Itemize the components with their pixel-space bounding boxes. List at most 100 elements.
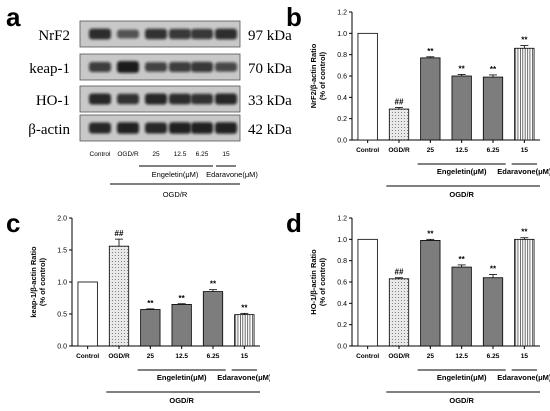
blot-band: [169, 28, 191, 40]
x-tick-label: 25: [147, 353, 155, 360]
blot-band: [89, 122, 111, 134]
bar-25: [140, 309, 161, 347]
protein-name-label: keap-1: [29, 61, 70, 77]
blot-band: [191, 28, 213, 40]
significance-label: **: [521, 228, 528, 237]
blot-band: [145, 62, 167, 72]
y-tick-label: 0.0: [57, 344, 67, 351]
blot-band: [191, 122, 213, 134]
significance-label: **: [459, 64, 466, 73]
x-tick-label: 6.25: [207, 353, 220, 360]
panel-letter-d: d: [286, 208, 302, 238]
blot-band: [215, 28, 237, 40]
significance-label: **: [179, 294, 186, 303]
y-tick-label: 2.0: [57, 216, 67, 223]
x-tick-label: 15: [521, 353, 529, 360]
engeletin-group-label: Engeletin(μM): [437, 167, 487, 176]
x-tick-label: 12.5: [455, 353, 468, 360]
y-axis-label-line: (% of control): [38, 257, 47, 306]
western-blot-panel: NrF2 97 kDa keap-1 70 kDa HO-1 33 kDa β-actin 4…: [28, 20, 292, 199]
significance-label: ##: [115, 229, 124, 238]
bar-15: [234, 314, 255, 347]
edaravone-group-label: Edaravone(μM): [497, 373, 550, 382]
y-tick-label: 0.2: [337, 322, 347, 329]
blot-band: [117, 61, 139, 73]
bar-125: [451, 266, 472, 347]
y-tick-label: 0.8: [337, 52, 347, 59]
x-tick-label: 6.25: [487, 353, 500, 360]
significance-label: **: [521, 36, 528, 45]
significance-label: ##: [395, 97, 404, 106]
bar-control: [357, 238, 378, 347]
bar-15: [514, 47, 535, 141]
y-tick-label: 0.4: [337, 95, 347, 102]
significance-label: **: [241, 303, 248, 312]
y-axis-label: HO-1/β-actin Ratio(% of control): [309, 249, 327, 315]
protein-name-label: HO-1: [36, 93, 70, 109]
lane-label: 12.5: [174, 151, 187, 158]
edaravone-group-label: Edaravone(μM): [217, 373, 270, 382]
x-tick-label: 12.5: [175, 353, 188, 360]
significance-label: **: [210, 280, 217, 289]
engeletin-group-label: Engeletin(μM): [437, 373, 487, 382]
blot-band: [145, 93, 167, 105]
x-tick-label: OGD/R: [388, 147, 410, 154]
lane-label: OGD/R: [117, 151, 139, 158]
y-tick-label: 1.2: [337, 216, 347, 223]
blot-band: [89, 93, 111, 105]
engeletin-group-label: Engeletin(μM): [157, 373, 207, 382]
x-tick-label: Control: [356, 353, 379, 360]
condition-label: OGD/R: [163, 190, 188, 199]
bar-25: [420, 240, 441, 347]
significance-label: **: [490, 265, 497, 274]
x-tick-label: 25: [427, 353, 435, 360]
blot-band: [169, 93, 191, 105]
bar-125: [451, 75, 472, 141]
x-tick-label: 12.5: [455, 147, 468, 154]
bar-25: [420, 57, 441, 141]
bar-125: [171, 304, 192, 347]
blot-band: [117, 122, 139, 134]
y-tick-label: 0.6: [337, 74, 347, 81]
lane-label: 6.25: [196, 151, 209, 158]
x-tick-label: 25: [427, 147, 435, 154]
lane-label: 15: [222, 151, 230, 158]
condition-label: OGD/R: [169, 396, 194, 405]
y-tick-label: 1.5: [57, 248, 67, 255]
significance-label: **: [459, 255, 466, 264]
significance-label: **: [427, 229, 434, 238]
y-axis-label: NrF2/β-actin Ratio(% of control): [309, 43, 327, 108]
significance-label: **: [147, 299, 154, 308]
molecular-weight-label: 70 kDa: [248, 61, 292, 77]
y-axis-label-line: HO-1/β-actin Ratio: [309, 249, 318, 315]
y-tick-label: 1.2: [337, 10, 347, 17]
y-tick-label: 0.4: [337, 301, 347, 308]
bar-ogdr: [108, 245, 130, 347]
bar-15: [514, 238, 535, 347]
blot-band: [117, 93, 139, 105]
y-tick-label: 0.6: [337, 280, 347, 287]
blot-band: [215, 122, 237, 134]
x-tick-label: OGD/R: [108, 353, 130, 360]
blot-band: [89, 28, 111, 40]
y-tick-label: 1.0: [57, 280, 67, 287]
blot-band: [117, 29, 139, 39]
y-tick-label: 0.0: [337, 344, 347, 351]
protein-name-label: NrF2: [38, 28, 70, 44]
x-tick-label: 15: [521, 147, 529, 154]
bar-625: [482, 76, 504, 141]
significance-label: **: [427, 47, 434, 56]
edaravone-group-label: Edaravone(μM): [497, 167, 550, 176]
blot-band: [191, 93, 213, 105]
bar-control: [357, 32, 378, 141]
molecular-weight-label: 97 kDa: [248, 28, 292, 44]
x-tick-label: Control: [356, 147, 379, 154]
lane-label: 25: [152, 151, 160, 158]
nrf2-ratio-chart: 0.0 0.2 0.4 0.6 0.8 1.0 1.2 NrF2/β-actin Ratio(…: [309, 10, 550, 200]
edaravone-group-label: Edaravone(μM): [206, 170, 258, 179]
blot-band: [215, 93, 237, 105]
molecular-weight-label: 42 kDa: [248, 122, 292, 138]
blot-band: [215, 62, 237, 72]
y-axis-label-line: (% of control): [318, 51, 327, 100]
bar-625: [482, 277, 504, 347]
